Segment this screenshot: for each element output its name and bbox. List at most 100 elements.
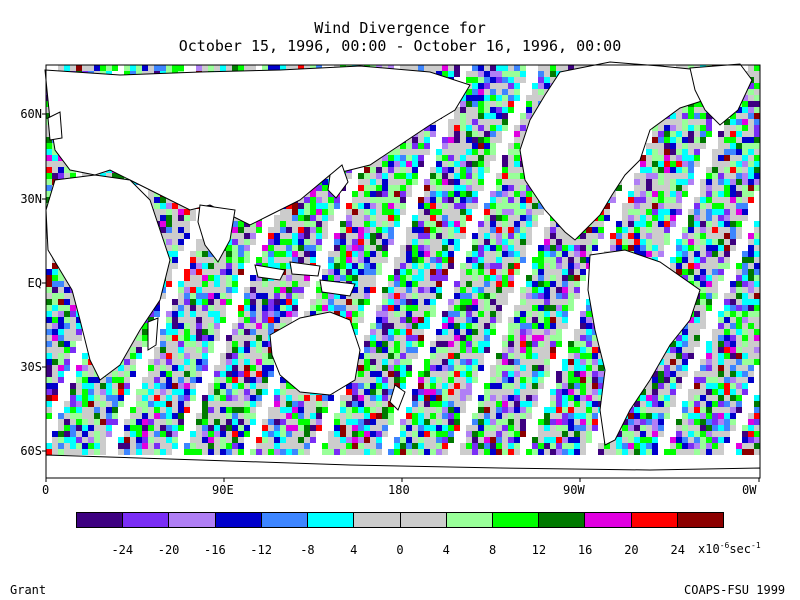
data-cell bbox=[394, 197, 400, 203]
data-cell bbox=[484, 347, 490, 353]
data-cell bbox=[448, 347, 454, 353]
data-cell bbox=[664, 215, 670, 221]
data-cell bbox=[208, 317, 214, 323]
data-cell bbox=[418, 65, 424, 71]
data-cell bbox=[544, 311, 550, 317]
data-cell bbox=[316, 299, 322, 305]
data-cell bbox=[232, 335, 238, 341]
data-cell bbox=[736, 167, 742, 173]
data-cell bbox=[364, 251, 370, 257]
data-cell bbox=[694, 323, 700, 329]
data-cell bbox=[508, 221, 514, 227]
data-cell bbox=[436, 293, 442, 299]
data-cell bbox=[514, 167, 520, 173]
data-cell bbox=[454, 185, 460, 191]
data-cell bbox=[208, 275, 214, 281]
data-cell bbox=[370, 167, 376, 173]
data-cell bbox=[418, 269, 424, 275]
data-cell bbox=[112, 65, 118, 71]
data-cell bbox=[496, 245, 502, 251]
data-cell bbox=[688, 155, 694, 161]
data-cell bbox=[64, 347, 70, 353]
data-cell bbox=[580, 317, 586, 323]
data-cell bbox=[358, 287, 364, 293]
data-cell bbox=[676, 335, 682, 341]
data-cell bbox=[376, 341, 382, 347]
data-cell bbox=[352, 329, 358, 335]
data-cell bbox=[250, 335, 256, 341]
data-cell bbox=[694, 281, 700, 287]
data-cell bbox=[520, 227, 526, 233]
data-cell bbox=[586, 245, 592, 251]
data-cell bbox=[202, 317, 208, 323]
data-cell bbox=[226, 65, 232, 71]
data-cell bbox=[754, 107, 760, 113]
data-cell bbox=[304, 197, 310, 203]
data-cell bbox=[688, 275, 694, 281]
data-cell bbox=[370, 221, 376, 227]
data-cell bbox=[472, 107, 478, 113]
data-cell bbox=[244, 233, 250, 239]
data-cell bbox=[406, 167, 412, 173]
data-cell bbox=[136, 347, 142, 353]
data-cell bbox=[268, 359, 274, 365]
data-cell bbox=[634, 179, 640, 185]
data-cell bbox=[250, 311, 256, 317]
data-cell bbox=[148, 359, 154, 365]
data-cell bbox=[460, 101, 466, 107]
data-cell bbox=[202, 353, 208, 359]
data-cell bbox=[160, 209, 166, 215]
data-cell bbox=[688, 251, 694, 257]
data-cell bbox=[454, 191, 460, 197]
data-cell bbox=[268, 287, 274, 293]
data-cell bbox=[244, 353, 250, 359]
data-cell bbox=[376, 197, 382, 203]
data-cell bbox=[352, 269, 358, 275]
data-cell bbox=[304, 251, 310, 257]
data-cell bbox=[616, 233, 622, 239]
data-cell bbox=[724, 341, 730, 347]
data-cell bbox=[640, 209, 646, 215]
data-cell bbox=[292, 245, 298, 251]
data-cell bbox=[748, 347, 754, 353]
data-cell bbox=[640, 245, 646, 251]
data-cell bbox=[736, 203, 742, 209]
data-cell bbox=[484, 239, 490, 245]
data-cell bbox=[286, 287, 292, 293]
data-cell bbox=[238, 263, 244, 269]
data-cell bbox=[370, 347, 376, 353]
data-cell bbox=[388, 179, 394, 185]
data-cell bbox=[382, 179, 388, 185]
data-cell bbox=[724, 299, 730, 305]
data-cell bbox=[364, 209, 370, 215]
data-cell bbox=[664, 227, 670, 233]
data-cell bbox=[394, 293, 400, 299]
data-cell bbox=[586, 227, 592, 233]
data-cell bbox=[316, 191, 322, 197]
data-cell bbox=[148, 317, 154, 323]
data-cell bbox=[466, 323, 472, 329]
data-cell bbox=[52, 161, 58, 167]
data-cell bbox=[478, 179, 484, 185]
data-cell bbox=[304, 209, 310, 215]
data-cell bbox=[406, 149, 412, 155]
data-cell bbox=[658, 245, 664, 251]
data-cell bbox=[400, 293, 406, 299]
data-cell bbox=[172, 245, 178, 251]
data-cell bbox=[472, 113, 478, 119]
data-cell bbox=[268, 305, 274, 311]
data-cell bbox=[340, 257, 346, 263]
data-cell bbox=[484, 95, 490, 101]
data-cell bbox=[502, 299, 508, 305]
data-cell bbox=[316, 215, 322, 221]
data-cell bbox=[592, 353, 598, 359]
data-cell bbox=[664, 119, 670, 125]
data-cell bbox=[676, 137, 682, 143]
data-cell bbox=[688, 161, 694, 167]
data-cell bbox=[298, 245, 304, 251]
data-cell bbox=[508, 191, 514, 197]
data-cell bbox=[412, 173, 418, 179]
data-cell bbox=[652, 203, 658, 209]
data-cell bbox=[262, 281, 268, 287]
data-cell bbox=[502, 203, 508, 209]
